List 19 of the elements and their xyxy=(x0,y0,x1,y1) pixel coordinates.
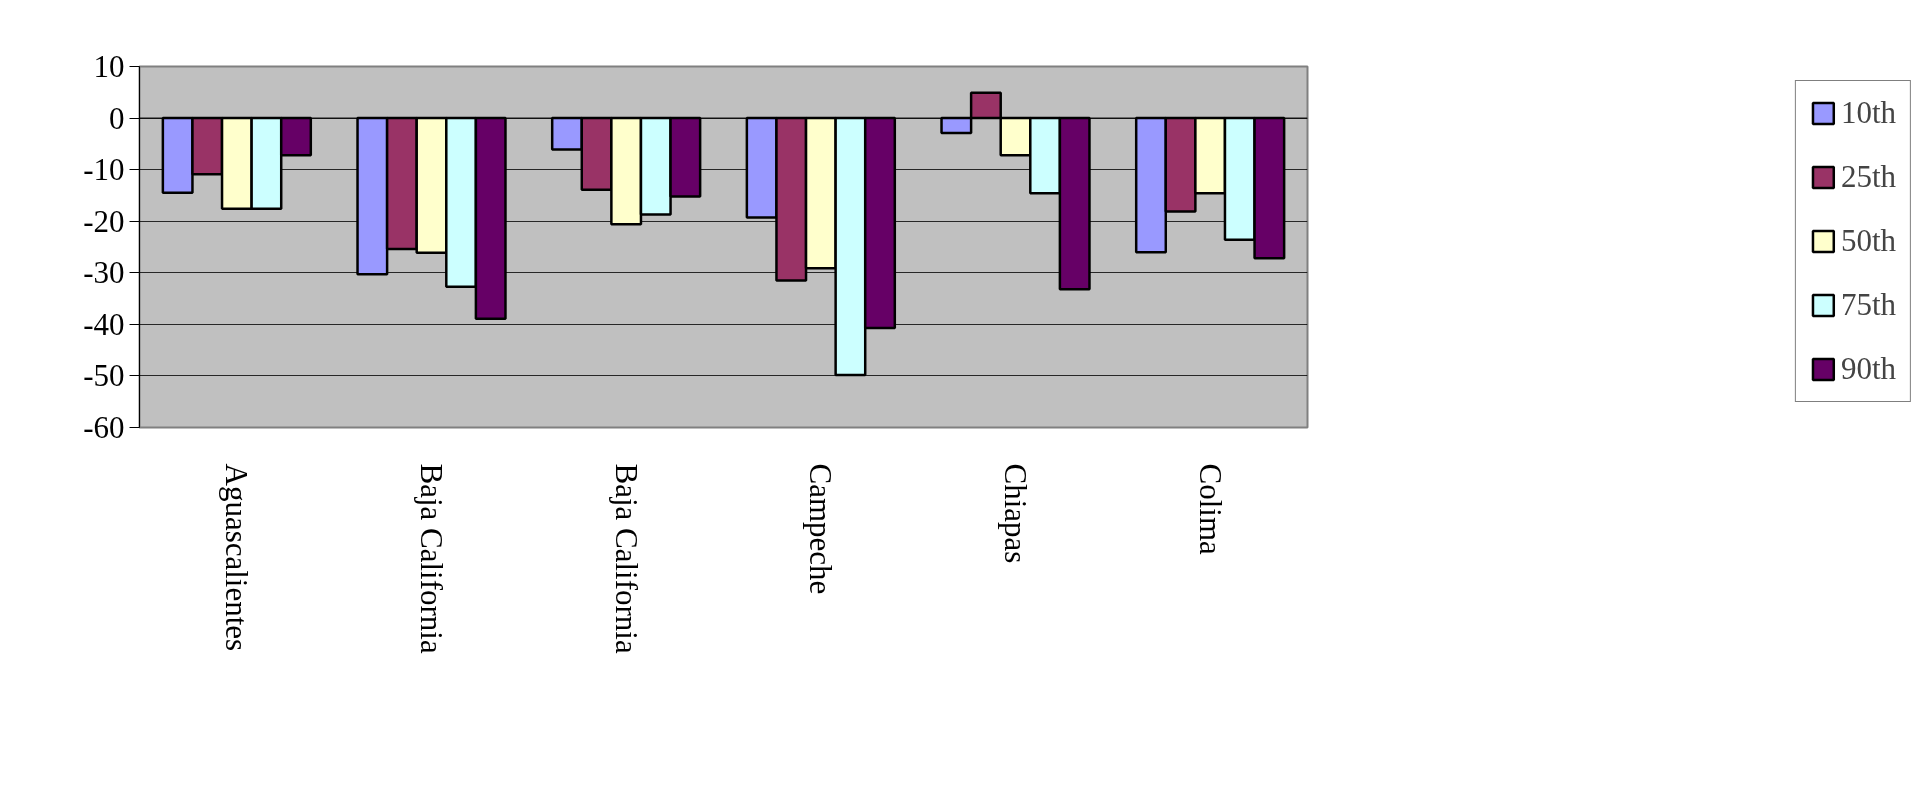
x-tick-label: Baja California xyxy=(414,463,449,654)
legend-label: 90th xyxy=(1840,351,1896,387)
y-tick-label: -50 xyxy=(83,358,125,394)
x-tick-label: Chiapas xyxy=(998,463,1033,564)
y-tick-label: -40 xyxy=(83,306,125,342)
y-tick-label: 0 xyxy=(109,100,125,136)
legend-label: 10th xyxy=(1840,95,1896,131)
legend-label: 25th xyxy=(1840,159,1896,195)
y-tick-label: -30 xyxy=(83,255,125,291)
x-tick-label: Aguascalientes xyxy=(219,463,255,652)
legend-label: 50th xyxy=(1840,223,1896,259)
x-tick-label: Campeche xyxy=(803,463,839,595)
x-tick-label: Baja California xyxy=(608,463,644,654)
y-tick-label: -20 xyxy=(83,203,125,239)
y-tick-label: 10 xyxy=(93,49,125,84)
y-tick-label: -60 xyxy=(83,410,125,445)
legend-label: 75th xyxy=(1840,287,1896,323)
x-tick-label: Colima xyxy=(1192,463,1228,556)
y-tick-label: -10 xyxy=(83,152,125,188)
